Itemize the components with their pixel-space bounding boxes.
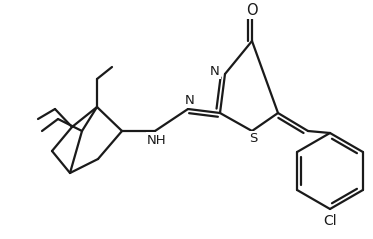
Text: O: O (246, 2, 258, 17)
Text: N: N (210, 65, 220, 77)
Text: Cl: Cl (323, 214, 337, 228)
Text: S: S (249, 132, 257, 146)
Text: NH: NH (147, 134, 167, 147)
Text: N: N (185, 93, 195, 107)
